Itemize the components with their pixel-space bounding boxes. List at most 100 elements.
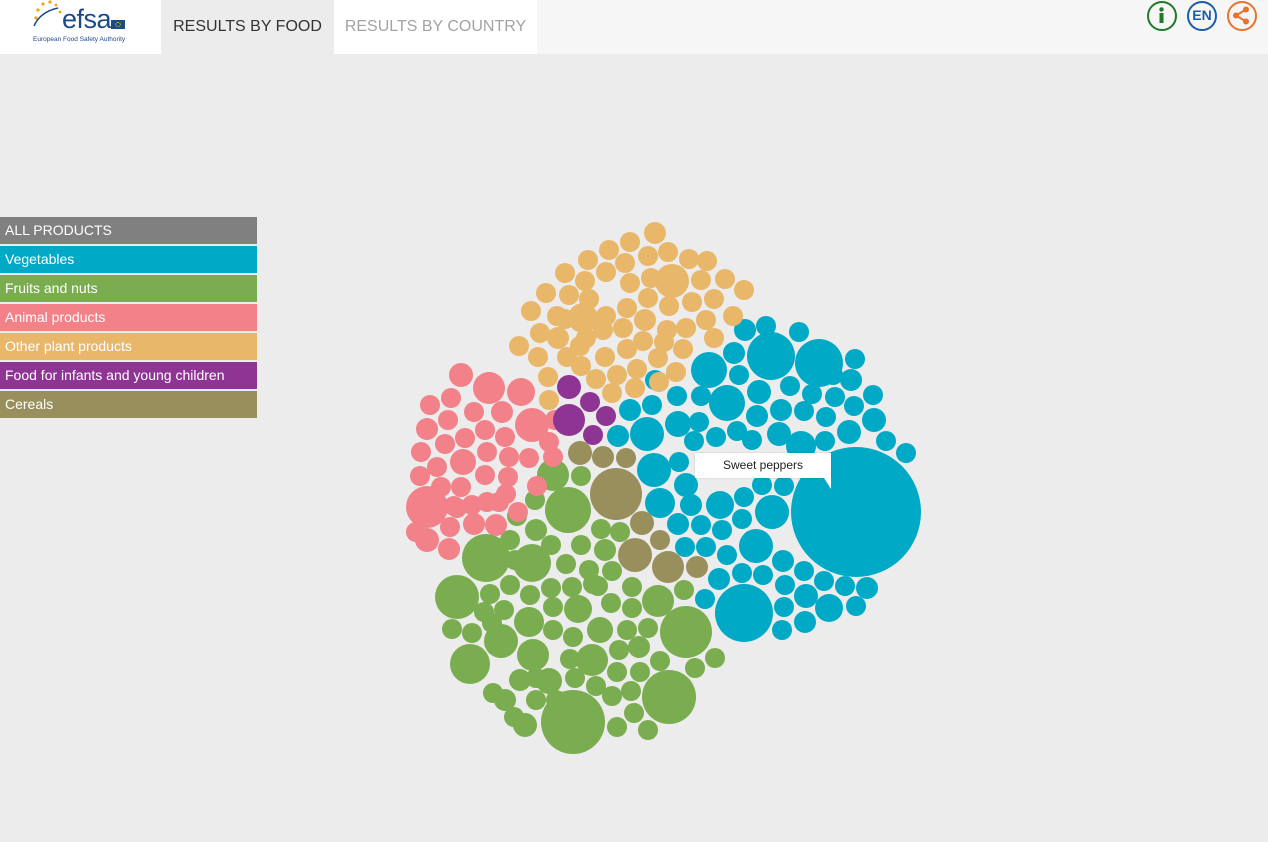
- fruits-and-nuts-bubble-42[interactable]: [621, 681, 641, 701]
- fruits-and-nuts-bubble-20[interactable]: [483, 683, 503, 703]
- fruits-and-nuts-bubble-51[interactable]: [579, 560, 599, 580]
- fruits-and-nuts-bubble-33[interactable]: [638, 618, 658, 638]
- other-plant-products-bubble-19[interactable]: [691, 270, 711, 290]
- animal-products-bubble-24[interactable]: [477, 442, 497, 462]
- vegetables-bubble-71[interactable]: [856, 577, 878, 599]
- vegetables-bubble-52[interactable]: [691, 515, 711, 535]
- fruits-and-nuts-bubble-35[interactable]: [609, 640, 629, 660]
- fruits-and-nuts-bubble-13[interactable]: [514, 607, 544, 637]
- food-for-infants-bubble-2[interactable]: [580, 392, 600, 412]
- other-plant-products-bubble-42[interactable]: [673, 339, 693, 359]
- legend-item-other-plant-products[interactable]: Other plant products: [0, 333, 257, 360]
- other-plant-products-bubble-59[interactable]: [620, 273, 640, 293]
- food-for-infants-bubble-4[interactable]: [583, 425, 603, 445]
- fruits-and-nuts-bubble-65[interactable]: [505, 550, 525, 570]
- animal-products-bubble-28[interactable]: [462, 495, 482, 515]
- vegetables-bubble-20[interactable]: [691, 386, 711, 406]
- other-plant-products-bubble-2[interactable]: [620, 232, 640, 252]
- vegetables-bubble-22[interactable]: [747, 380, 771, 404]
- other-plant-products-bubble-57[interactable]: [570, 336, 590, 356]
- animal-products-bubble-36[interactable]: [543, 447, 563, 467]
- info-icon[interactable]: [1147, 1, 1177, 31]
- fruits-and-nuts-bubble-15[interactable]: [587, 617, 613, 643]
- fruits-and-nuts-bubble-1[interactable]: [642, 670, 696, 724]
- animal-products-bubble-21[interactable]: [431, 477, 451, 497]
- fruits-and-nuts-bubble-2[interactable]: [660, 606, 712, 658]
- legend-item-vegetables[interactable]: Vegetables: [0, 246, 257, 273]
- vegetables-bubble-9[interactable]: [665, 411, 691, 437]
- other-plant-products-bubble-28[interactable]: [617, 298, 637, 318]
- animal-products-bubble-26[interactable]: [519, 448, 539, 468]
- vegetables-bubble-1[interactable]: [747, 332, 795, 380]
- cereals-bubble-3[interactable]: [568, 441, 592, 465]
- animal-products-bubble-8[interactable]: [420, 395, 440, 415]
- legend-item-all-products[interactable]: ALL PRODUCTS: [0, 217, 257, 244]
- fruits-and-nuts-bubble-49[interactable]: [622, 577, 642, 597]
- vegetables-bubble-69[interactable]: [814, 571, 834, 591]
- cereals-bubble-4[interactable]: [592, 446, 614, 468]
- cereals-bubble-1[interactable]: [618, 538, 652, 572]
- vegetables-bubble-53[interactable]: [712, 520, 732, 540]
- vegetables-bubble-33[interactable]: [746, 405, 768, 427]
- vegetables-bubble-42[interactable]: [876, 431, 896, 451]
- animal-products-bubble-38[interactable]: [447, 498, 467, 518]
- animal-products-bubble-30[interactable]: [440, 517, 460, 537]
- legend-item-fruits-and-nuts[interactable]: Fruits and nuts: [0, 275, 257, 302]
- animal-products-bubble-2[interactable]: [515, 408, 549, 442]
- fruits-and-nuts-bubble-41[interactable]: [602, 686, 622, 706]
- fruits-and-nuts-bubble-25[interactable]: [474, 602, 494, 622]
- other-plant-products-bubble-12[interactable]: [575, 271, 595, 291]
- vegetables-bubble-32[interactable]: [770, 399, 792, 421]
- vegetables-bubble-31[interactable]: [794, 401, 814, 421]
- cereals-bubble-2[interactable]: [652, 551, 684, 583]
- food-for-infants-bubble-0[interactable]: [553, 404, 585, 436]
- vegetables-bubble-38[interactable]: [742, 430, 762, 450]
- vegetables-bubble-23[interactable]: [780, 376, 800, 396]
- vegetables-bubble-66[interactable]: [775, 575, 795, 595]
- fruits-and-nuts-bubble-31[interactable]: [601, 593, 621, 613]
- animal-products-bubble-37[interactable]: [527, 476, 547, 496]
- other-plant-products-bubble-13[interactable]: [596, 262, 616, 282]
- other-plant-products-bubble-9[interactable]: [530, 323, 550, 343]
- cereals-bubble-8[interactable]: [686, 556, 708, 578]
- vegetables-bubble-56[interactable]: [774, 476, 794, 496]
- other-plant-products-bubble-23[interactable]: [723, 306, 743, 326]
- vegetables-bubble-29[interactable]: [837, 420, 861, 444]
- vegetables-bubble-64[interactable]: [772, 550, 794, 572]
- fruits-and-nuts-bubble-17[interactable]: [509, 669, 531, 691]
- fruits-and-nuts-bubble-70[interactable]: [565, 668, 585, 688]
- cereals-bubble-5[interactable]: [616, 448, 636, 468]
- fruits-and-nuts-bubble-3[interactable]: [462, 534, 510, 582]
- fruits-and-nuts-bubble-43[interactable]: [624, 703, 644, 723]
- vegetables-bubble-30[interactable]: [816, 407, 836, 427]
- fruits-and-nuts-bubble-23[interactable]: [462, 623, 482, 643]
- fruits-and-nuts-bubble-54[interactable]: [525, 519, 547, 541]
- vegetables-bubble-75[interactable]: [772, 620, 792, 640]
- fruits-and-nuts-bubble-5[interactable]: [450, 644, 490, 684]
- vegetables-bubble-34[interactable]: [727, 421, 747, 441]
- fruits-and-nuts-bubble-68[interactable]: [563, 627, 583, 647]
- other-plant-products-bubble-27[interactable]: [638, 288, 658, 308]
- other-plant-products-bubble-21[interactable]: [704, 289, 724, 309]
- fruits-and-nuts-bubble-47[interactable]: [705, 648, 725, 668]
- other-plant-products-bubble-18[interactable]: [697, 251, 717, 271]
- other-plant-products-bubble-54[interactable]: [625, 378, 645, 398]
- other-plant-products-bubble-51[interactable]: [648, 348, 668, 368]
- animal-products-bubble-32[interactable]: [485, 514, 507, 536]
- other-plant-products-bubble-20[interactable]: [715, 269, 735, 289]
- animal-products-bubble-40[interactable]: [508, 502, 528, 522]
- fruits-and-nuts-bubble-57[interactable]: [571, 466, 591, 486]
- other-plant-products-bubble-44[interactable]: [633, 331, 653, 351]
- vegetables-bubble-19[interactable]: [667, 386, 687, 406]
- vegetables-bubble-6[interactable]: [630, 417, 664, 451]
- other-plant-products-bubble-60[interactable]: [641, 268, 661, 288]
- other-plant-products-bubble-49[interactable]: [607, 365, 627, 385]
- legend-item-food-for-infants[interactable]: Food for infants and young children: [0, 362, 257, 389]
- other-plant-products-bubble-58[interactable]: [579, 289, 599, 309]
- vegetables-bubble-77[interactable]: [840, 369, 862, 391]
- other-plant-products-bubble-6[interactable]: [536, 283, 556, 303]
- fruits-and-nuts-bubble-10[interactable]: [517, 639, 549, 671]
- tab-results-by-food[interactable]: RESULTS BY FOOD: [161, 0, 334, 54]
- vegetables-bubble-47[interactable]: [669, 452, 689, 472]
- vegetables-bubble-60[interactable]: [717, 545, 737, 565]
